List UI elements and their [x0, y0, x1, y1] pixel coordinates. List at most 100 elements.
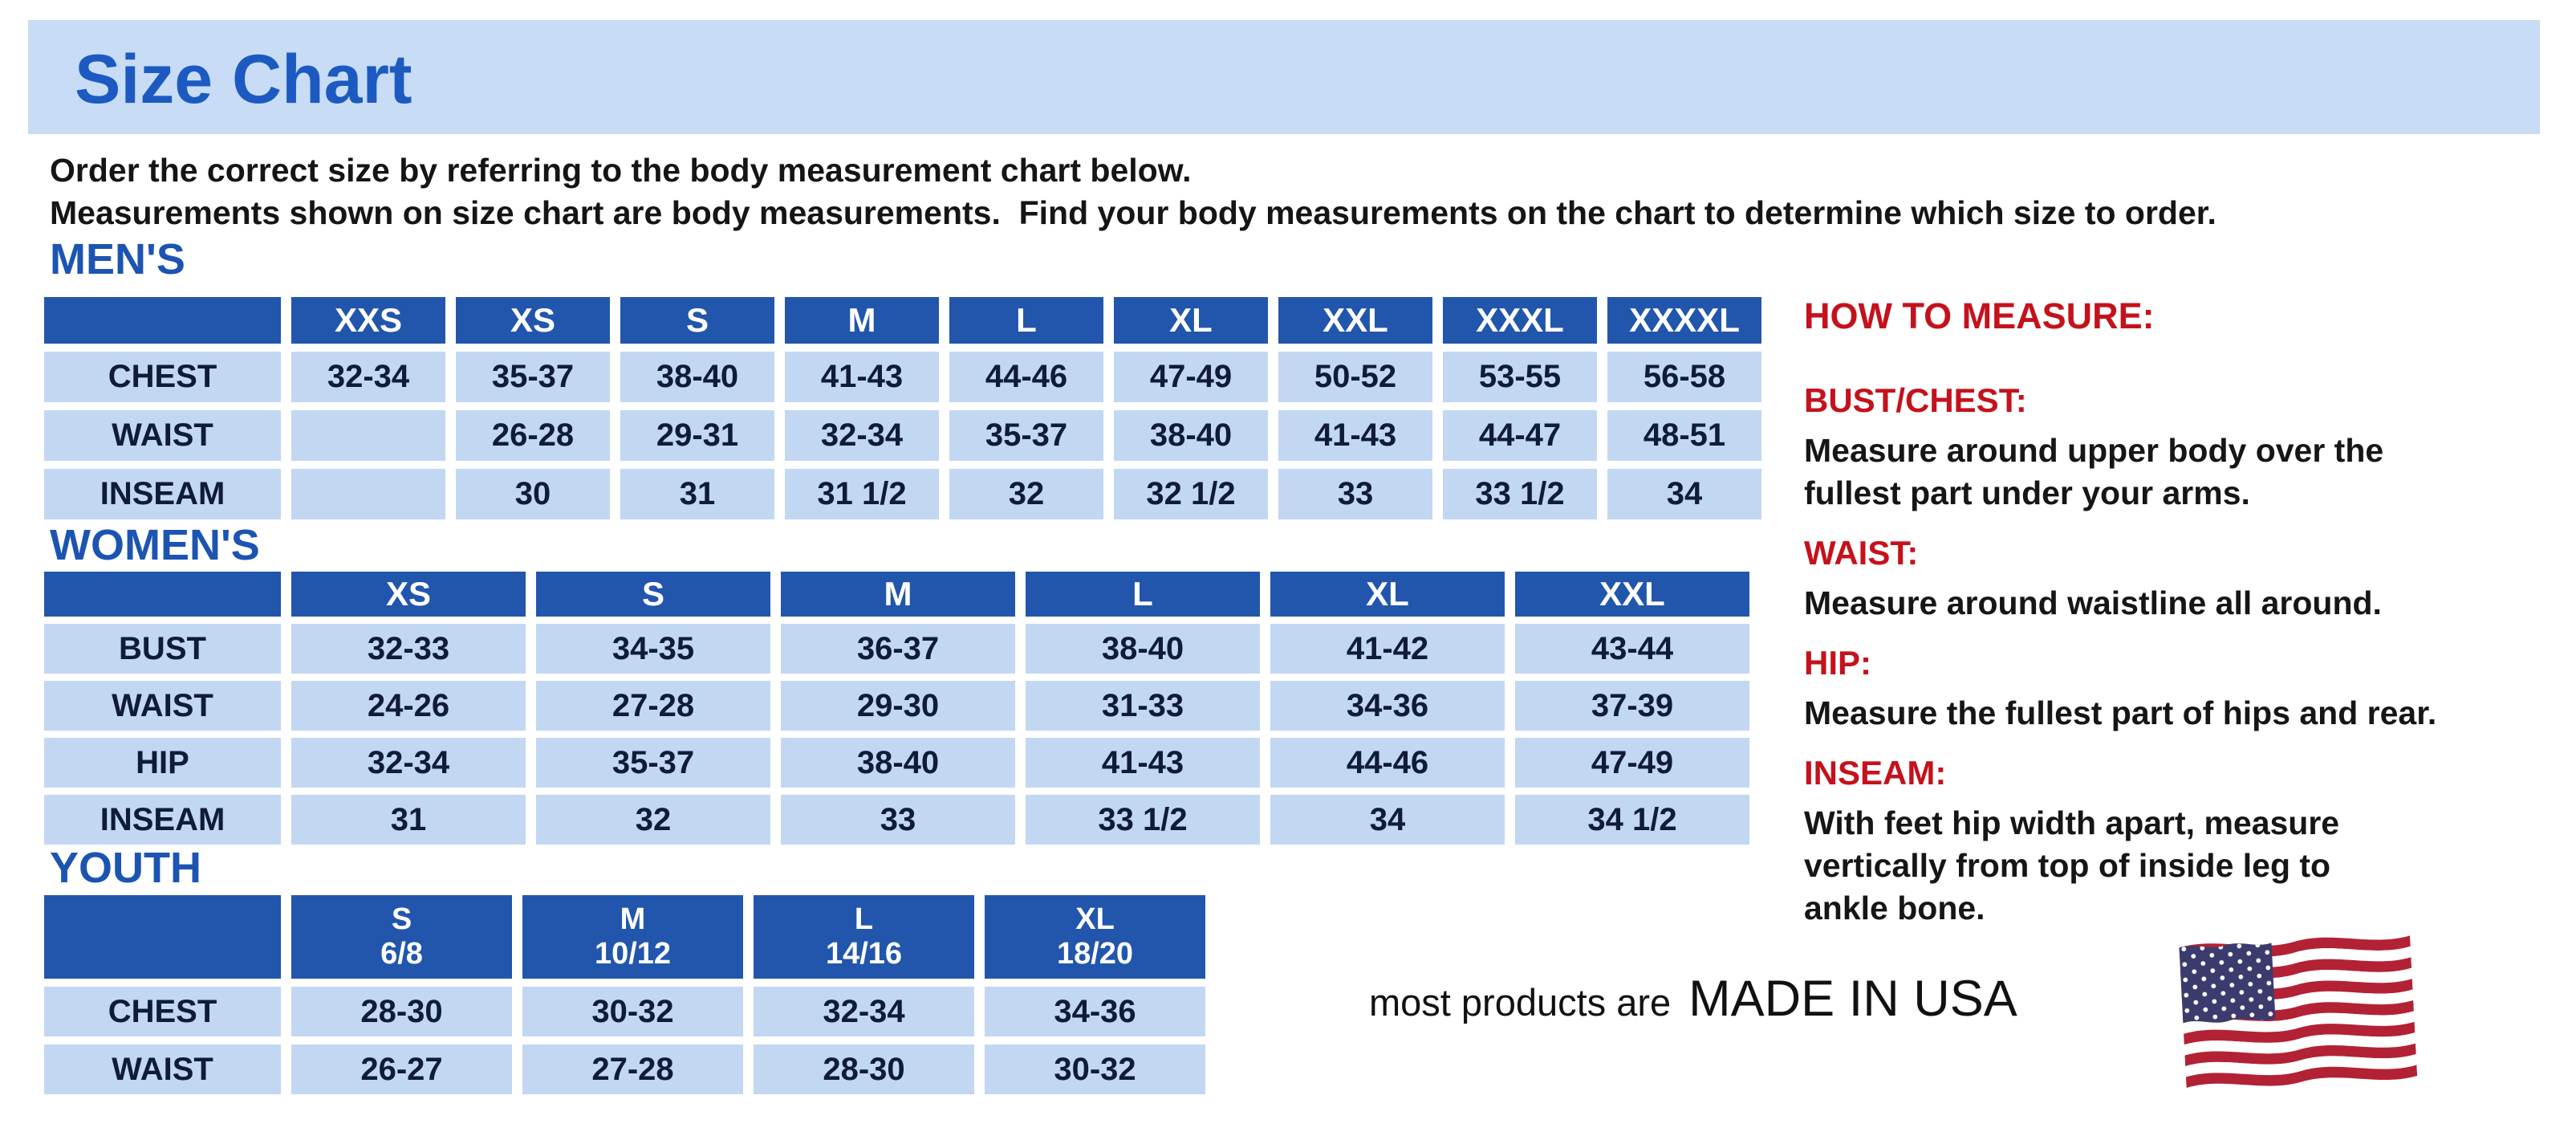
row-label: WAIST — [44, 1044, 281, 1094]
size-cell: 36-37 — [781, 624, 1015, 674]
size-cell: 44-46 — [949, 352, 1103, 402]
size-cell: 38-40 — [620, 352, 774, 402]
size-cell: 38-40 — [1114, 410, 1268, 461]
column-header: L — [1026, 572, 1260, 617]
size-cell: 53-55 — [1443, 352, 1597, 402]
how-to-measure-section: HOW TO MEASURE: BUST/CHEST: Measure arou… — [1804, 295, 2576, 930]
size-cell: 44-46 — [1270, 738, 1505, 788]
measure-label: BUST/CHEST: — [1804, 381, 2027, 419]
corner-cell — [44, 297, 281, 344]
column-header: S — [536, 572, 770, 617]
column-header: M — [785, 297, 939, 344]
column-header: XL 18/20 — [985, 895, 1205, 979]
measure-item-waist: WAIST: Measure around waistline all arou… — [1804, 534, 2576, 625]
corner-cell — [44, 572, 281, 617]
column-header: XS — [456, 297, 610, 344]
size-cell: 34 — [1607, 469, 1761, 519]
size-cell: 32-34 — [291, 738, 526, 788]
corner-cell — [44, 895, 281, 979]
size-cell: 47-49 — [1515, 738, 1749, 788]
measure-item-bust-chest: BUST/CHEST: Measure around upper body ov… — [1804, 381, 2576, 515]
womens-size-table: XS S M L XL XXL BUST 32-33 34-35 36-37 3… — [44, 572, 1749, 845]
row-label: BUST — [44, 624, 281, 674]
intro-line-2: Measurements shown on size chart are bod… — [50, 194, 2216, 231]
measure-item-inseam: INSEAM: With feet hip width apart, measu… — [1804, 754, 2576, 930]
measure-text-line: ankle bone. — [1804, 890, 1985, 926]
column-header: XXXXL — [1607, 297, 1761, 344]
size-cell: 26-27 — [291, 1044, 512, 1094]
row-label: WAIST — [44, 410, 281, 461]
size-cell: 31 — [291, 795, 526, 845]
size-cell: 35-37 — [536, 738, 770, 788]
measure-item-hip: HIP: Measure the fullest part of hips an… — [1804, 644, 2576, 735]
mens-heading: MEN'S — [50, 235, 185, 283]
column-header: XS — [291, 572, 526, 617]
size-cell: 32-34 — [291, 352, 445, 402]
size-cell: 50-52 — [1278, 352, 1432, 402]
size-cell: 41-43 — [1278, 410, 1432, 461]
column-header: XXXL — [1443, 297, 1597, 344]
size-cell: 34-36 — [985, 987, 1205, 1036]
size-cell — [291, 469, 445, 519]
title-banner: Size Chart — [28, 20, 2540, 134]
age-range-label: 14/16 — [825, 937, 903, 971]
womens-heading: WOMEN'S — [50, 521, 260, 569]
size-cell: 32-34 — [754, 987, 974, 1036]
size-cell: 27-28 — [536, 681, 770, 731]
size-cell: 33 1/2 — [1443, 469, 1597, 519]
column-header: XXL — [1278, 297, 1432, 344]
age-range-label: 18/20 — [1056, 937, 1134, 971]
made-in-usa-text: MADE IN USA — [1688, 971, 2017, 1027]
size-cell: 41-42 — [1270, 624, 1505, 674]
size-cell: 38-40 — [781, 738, 1015, 788]
size-cell: 30-32 — [985, 1044, 1205, 1094]
made-in-usa-prefix: most products are — [1369, 981, 1672, 1024]
size-cell: 29-31 — [620, 410, 774, 461]
size-cell: 35-37 — [949, 410, 1103, 461]
column-header: XL — [1114, 297, 1268, 344]
size-label: M — [620, 902, 646, 937]
size-cell: 37-39 — [1515, 681, 1749, 731]
size-cell: 34 — [1270, 795, 1505, 845]
column-header: XL — [1270, 572, 1505, 617]
size-cell: 33 — [1278, 469, 1432, 519]
row-label: CHEST — [44, 987, 281, 1036]
column-header: M 10/12 — [522, 895, 743, 979]
age-range-label: 6/8 — [380, 937, 423, 971]
intro-text: Order the correct size by referring to t… — [50, 149, 2216, 234]
size-cell: 28-30 — [291, 987, 512, 1036]
size-cell: 28-30 — [754, 1044, 974, 1094]
size-cell: 26-28 — [456, 410, 610, 461]
size-cell: 31 1/2 — [785, 469, 939, 519]
size-cell: 48-51 — [1607, 410, 1761, 461]
measure-label: HIP: — [1804, 644, 1871, 682]
size-cell: 27-28 — [522, 1044, 743, 1094]
size-label: XL — [1075, 902, 1115, 937]
measure-text-line: vertically from top of inside leg to — [1804, 847, 2331, 884]
measure-text-line: Measure around waistline all around. — [1804, 584, 2382, 621]
youth-heading: YOUTH — [50, 844, 201, 892]
column-header: S — [620, 297, 774, 344]
column-header: XXS — [291, 297, 445, 344]
column-header: M — [781, 572, 1015, 617]
column-header: L — [949, 297, 1103, 344]
size-cell: 33 — [781, 795, 1015, 845]
mens-size-table: XXS XS S M L XL XXL XXXL XXXXL CHEST 32-… — [44, 297, 1761, 519]
row-label: HIP — [44, 738, 281, 788]
row-label: WAIST — [44, 681, 281, 731]
size-label: S — [391, 902, 412, 937]
size-cell: 43-44 — [1515, 624, 1749, 674]
page-title: Size Chart — [75, 41, 412, 118]
size-cell: 41-43 — [785, 352, 939, 402]
how-to-measure-heading: HOW TO MEASURE: — [1804, 295, 2155, 336]
size-cell: 41-43 — [1026, 738, 1260, 788]
us-flag-icon — [2179, 935, 2418, 1088]
size-cell: 47-49 — [1114, 352, 1268, 402]
measure-text-line: Measure the fullest part of hips and rea… — [1804, 694, 2437, 731]
size-cell: 34-35 — [536, 624, 770, 674]
size-cell: 44-47 — [1443, 410, 1597, 461]
row-label: CHEST — [44, 352, 281, 402]
size-cell: 33 1/2 — [1026, 795, 1260, 845]
row-label: INSEAM — [44, 469, 281, 519]
size-cell: 32 — [949, 469, 1103, 519]
